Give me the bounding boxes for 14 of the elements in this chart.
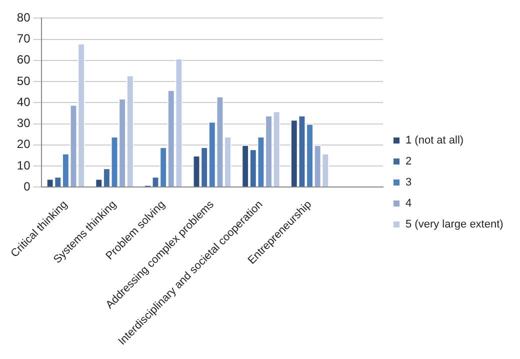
y-tick-label: 20 [16,137,31,152]
y-tick-label: 0 [24,179,31,194]
y-tick-label: 50 [16,74,31,88]
y-tick-label: 60 [16,52,31,67]
legend-label: 2 [406,156,412,168]
legend-label: 1 (not at all) [406,134,464,147]
y-tick-label: 70 [16,32,31,46]
y-tick-label: 80 [16,10,31,25]
y-tick-label: 10 [16,158,31,172]
legend-label: 4 [406,198,412,210]
legend-label: 5 (very large extent) [406,218,504,231]
legend-label: 3 [406,176,412,189]
y-tick-label: 40 [16,94,31,109]
y-tick-label: 30 [16,116,31,130]
